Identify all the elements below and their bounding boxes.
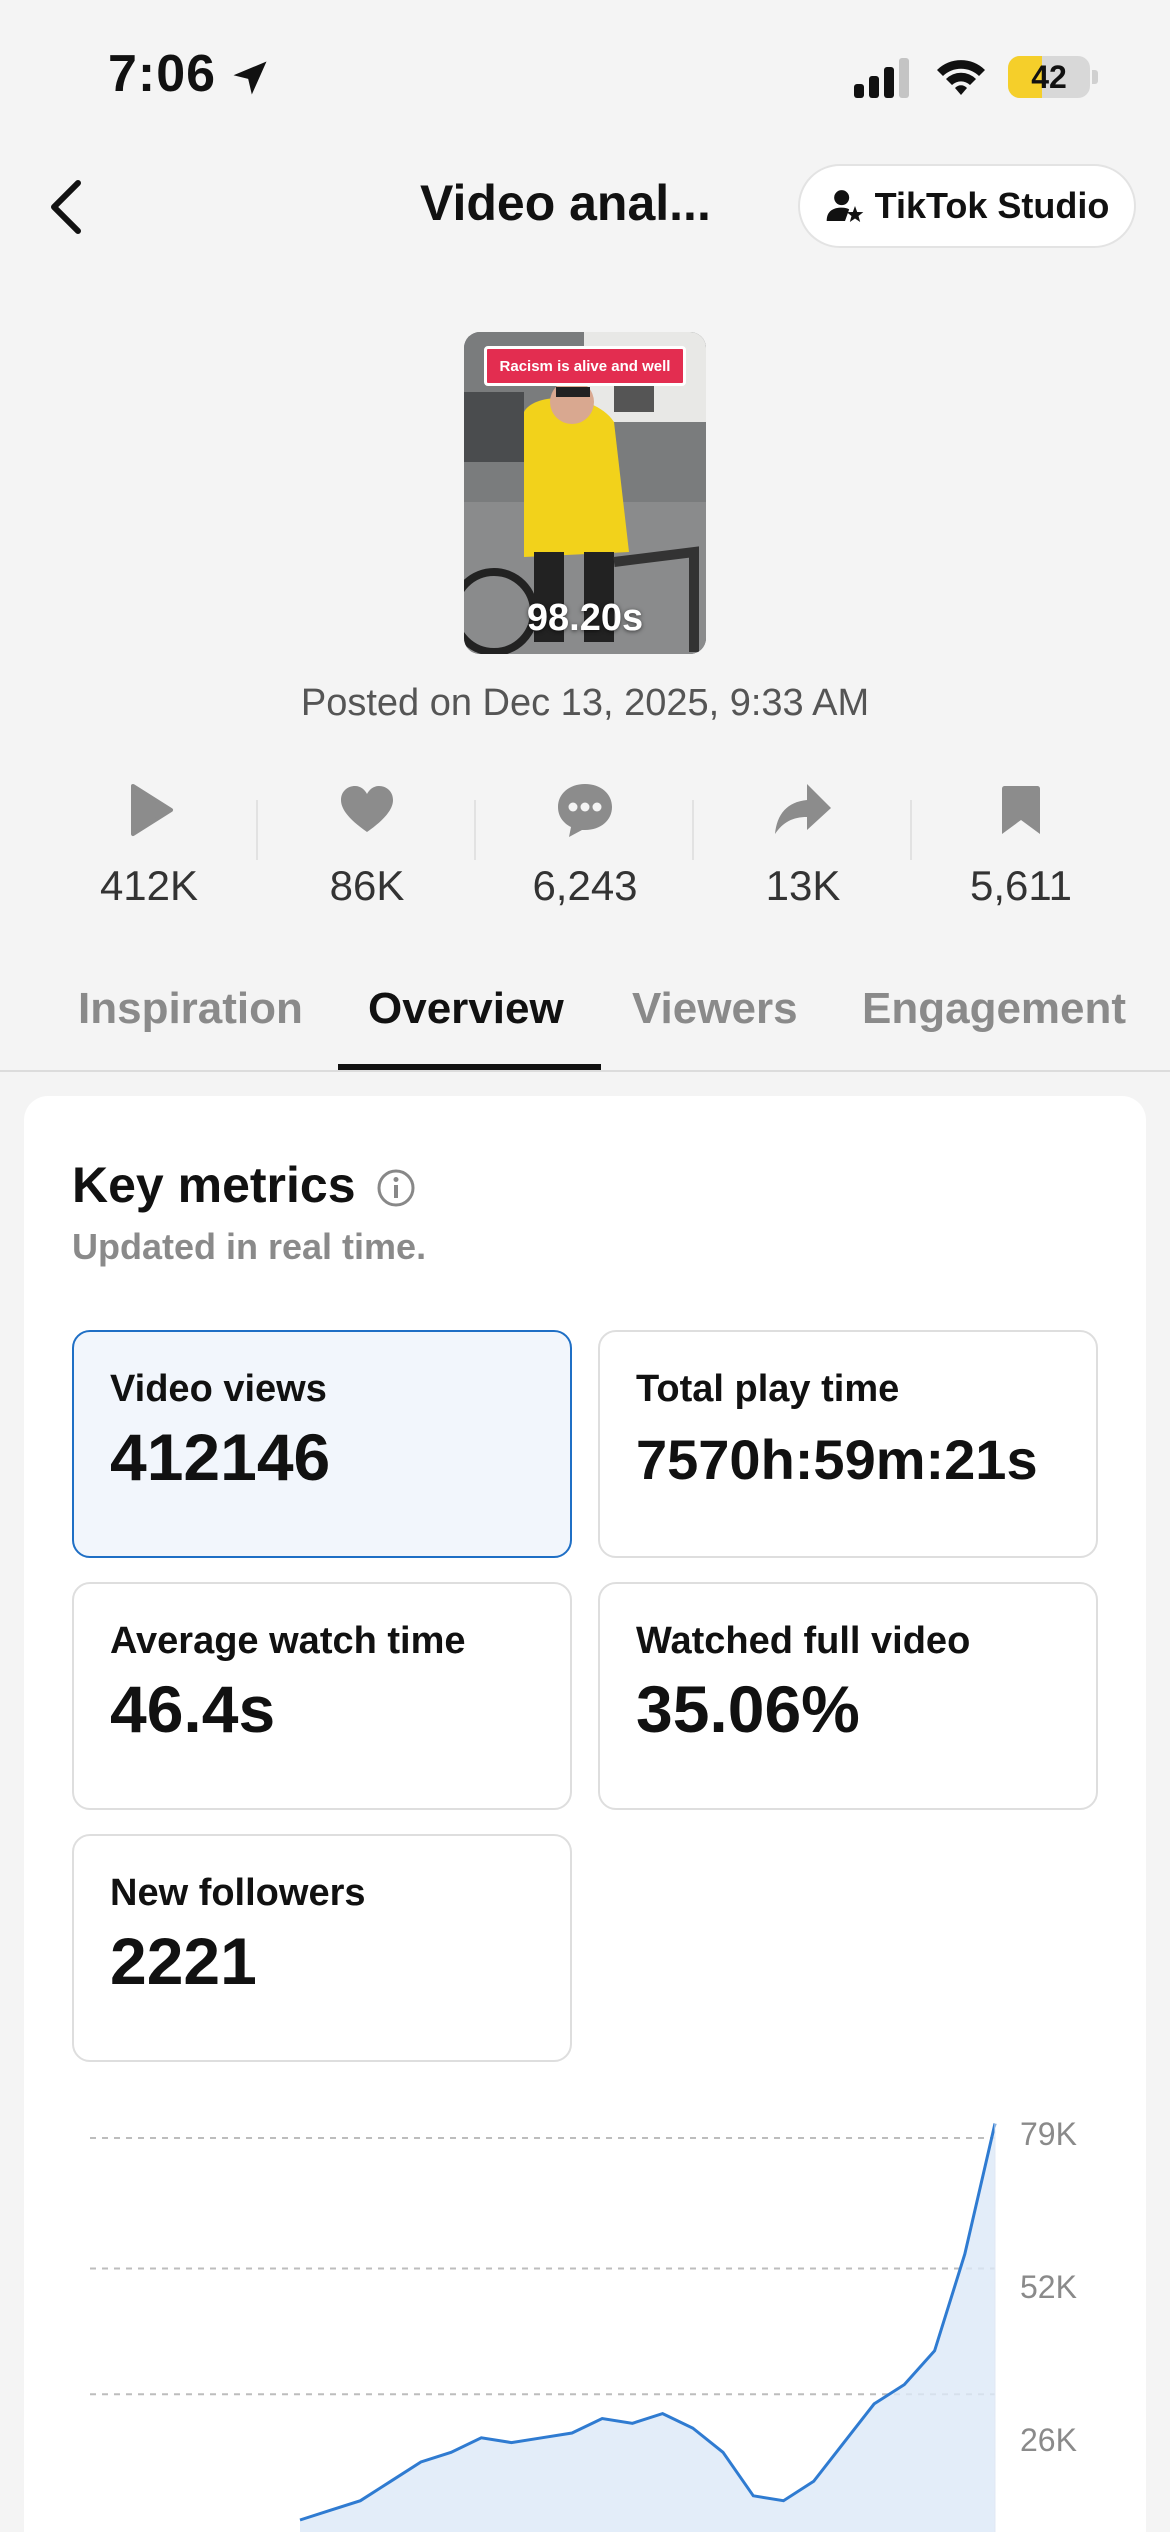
chevron-left-icon — [51, 180, 81, 234]
y-tick-label: 26K — [1020, 2422, 1077, 2458]
stat-value: 412K — [99, 862, 199, 909]
metric-value: 7570h:59m:21s — [636, 1428, 1038, 1491]
metric-label: New followers — [110, 1872, 366, 1914]
y-tick-label: 52K — [1020, 2269, 1077, 2305]
stat-saves: 5,611 — [912, 770, 1130, 920]
stat-value: 6,243 — [532, 862, 638, 909]
stat-views: 412K — [40, 770, 258, 920]
battery-percent: 42 — [1031, 59, 1067, 95]
back-button[interactable] — [40, 172, 92, 242]
page-title: Video anal... — [420, 175, 711, 231]
series-area — [300, 2123, 995, 2532]
bookmark-icon — [1002, 786, 1040, 834]
share-icon — [775, 784, 831, 834]
metric-new-followers[interactable]: New followers 2221 — [72, 1834, 572, 2062]
metric-watched-full-video[interactable]: Watched full video 35.06% — [598, 1582, 1098, 1810]
section-title: Key metrics — [72, 1157, 356, 1213]
status-time: 7:06 — [108, 45, 217, 103]
info-icon[interactable] — [376, 1168, 416, 1208]
series-line — [299, 2123, 997, 2522]
divider — [256, 800, 258, 860]
battery-fill — [1008, 56, 1043, 98]
video-duration: 98.20s — [526, 597, 644, 639]
posted-date: Posted on Dec 13, 2025, 9:33 AM — [300, 682, 870, 724]
divider — [910, 800, 912, 860]
person-star-icon — [826, 190, 863, 222]
cellular-signal-icon — [854, 58, 909, 98]
video-thumbnail[interactable]: Racism is alive and well 98.20s — [464, 332, 706, 654]
metric-label: Watched full video — [636, 1620, 971, 1662]
metric-value: 35.06% — [636, 1672, 860, 1746]
divider — [692, 800, 694, 860]
metric-label: Total play time — [636, 1368, 900, 1410]
y-tick-label: 79K — [1020, 2116, 1077, 2152]
stat-value: 5,611 — [970, 862, 1072, 909]
metric-value: 412146 — [110, 1420, 331, 1494]
heart-icon — [341, 786, 393, 832]
battery-indicator: 42 — [1008, 56, 1090, 98]
stat-shares: 13K — [694, 770, 912, 920]
wifi-icon — [937, 60, 985, 95]
tab-engagement[interactable]: Engagement — [862, 984, 1127, 1033]
metric-value: 46.4s — [110, 1672, 276, 1746]
battery-nub — [1092, 70, 1098, 84]
tab-overview[interactable]: Overview — [368, 984, 564, 1033]
tab-inspiration[interactable]: Inspiration — [78, 984, 303, 1033]
active-tab-indicator — [338, 1064, 601, 1070]
tiktok-studio-button[interactable]: TikTok Studio — [798, 164, 1136, 248]
status-bar: 7:06 42 — [0, 0, 1170, 150]
section-subtitle: Updated in real time. — [72, 1226, 427, 1267]
key-metrics-card: Key metrics Updated in real time. Video … — [24, 1096, 1146, 2532]
video-stats: 412K 86K 6,243 13K 5,611 — [40, 770, 1130, 920]
tiktok-studio-label: TikTok Studio — [874, 185, 1110, 226]
divider — [474, 800, 476, 860]
play-icon — [131, 784, 173, 836]
metric-average-watch-time[interactable]: Average watch time 46.4s — [72, 1582, 572, 1810]
metric-value: 2221 — [110, 1924, 257, 1998]
tab-viewers[interactable]: Viewers — [632, 984, 798, 1033]
metric-total-play-time[interactable]: Total play time 7570h:59m:21s — [598, 1330, 1098, 1558]
metric-label: Average watch time — [110, 1620, 466, 1662]
stat-value: 86K — [329, 862, 405, 909]
comment-icon — [558, 784, 612, 837]
stat-value: 13K — [765, 862, 841, 909]
views-chart: 79K 52K 26K — [0, 2080, 1170, 2532]
tab-bar: Inspiration Overview Viewers Engagement — [0, 960, 1170, 1072]
metric-label: Video views — [110, 1368, 327, 1410]
chart-plot — [90, 2123, 997, 2532]
metric-video-views[interactable]: Video views 412146 — [72, 1330, 572, 1558]
location-arrow-icon — [233, 61, 267, 95]
stat-comments: 6,243 — [476, 770, 694, 920]
stat-likes: 86K — [258, 770, 476, 920]
thumbnail-caption: Racism is alive and well — [484, 346, 686, 386]
